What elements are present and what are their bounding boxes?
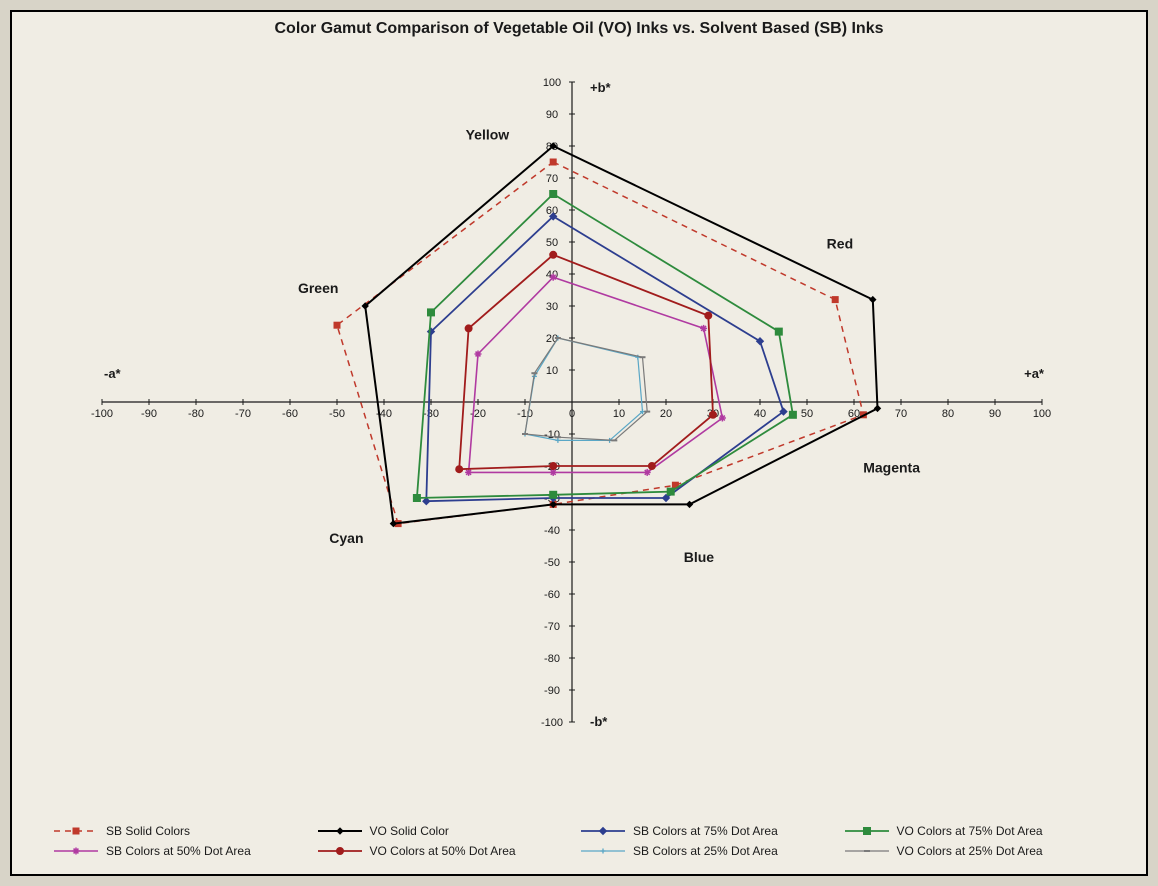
legend-swatch [52,844,100,858]
legend-item: SB Colors at 75% Dot Area [579,824,843,838]
legend-label: VO Colors at 25% Dot Area [897,844,1043,858]
axis-label-pos-b: +b* [590,80,612,95]
axis-label-pos-a: +a* [1024,366,1045,381]
series [362,143,880,527]
chart-title: Color Gamut Comparison of Vegetable Oil … [12,20,1146,38]
legend-label: VO Colors at 50% Dot Area [370,844,516,858]
axis-label-neg-b: -b* [590,714,608,729]
series [465,274,726,476]
legend-swatch [52,824,100,838]
x-tick-label: -10 [517,408,533,420]
region-label: Red [827,235,853,251]
legend-item: VO Solid Color [316,824,580,838]
legend-label: SB Solid Colors [106,824,190,838]
y-tick-label: 90 [546,109,558,121]
y-tick-label: -60 [544,589,560,601]
y-tick-label: 70 [546,173,558,185]
y-tick-label: -50 [544,557,560,569]
legend-item: SB Colors at 50% Dot Area [52,844,316,858]
series [523,336,646,443]
series-polygon [426,216,783,501]
legend-label: VO Colors at 75% Dot Area [897,824,1043,838]
x-tick-label: -90 [141,408,157,420]
legend-swatch [843,824,891,838]
x-tick-label: -60 [282,408,298,420]
plot-svg: -100-90-80-70-60-50-40-30-20-10010203040… [72,52,1072,752]
plot-area: -100-90-80-70-60-50-40-30-20-10010203040… [72,52,1072,752]
x-tick-label: 10 [613,408,625,420]
series-polygon [525,338,647,440]
y-tick-label: 30 [546,301,558,313]
x-tick-label: -100 [91,408,113,420]
x-tick-label: -50 [329,408,345,420]
y-tick-label: -80 [544,653,560,665]
series [456,251,717,472]
region-label: Blue [684,549,715,565]
series-polygon [417,194,793,498]
axis-label-neg-a: -a* [104,366,122,381]
legend-swatch [579,824,627,838]
series-polygon [365,146,877,524]
legend-item: SB Solid Colors [52,824,316,838]
legend-label: VO Solid Color [370,824,449,838]
x-tick-label: -30 [423,408,439,420]
legend-item: VO Colors at 75% Dot Area [843,824,1107,838]
legend-swatch [316,844,364,858]
x-tick-label: 20 [660,408,672,420]
x-tick-label: 90 [989,408,1001,420]
series [413,191,796,502]
x-tick-label: 100 [1033,408,1051,420]
legend-item: VO Colors at 25% Dot Area [843,844,1107,858]
region-label: Yellow [466,127,510,143]
y-tick-label: -70 [544,621,560,633]
x-tick-label: 70 [895,408,907,420]
x-tick-label: 50 [801,408,813,420]
region-label: Cyan [329,530,363,546]
chart-container: Color Gamut Comparison of Vegetable Oil … [10,10,1148,876]
x-tick-label: 0 [569,408,575,420]
x-tick-label: -70 [235,408,251,420]
legend-swatch [316,824,364,838]
legend-swatch [843,844,891,858]
y-tick-label: 50 [546,237,558,249]
series [334,159,866,527]
y-tick-label: 100 [543,77,561,89]
region-label: Green [298,280,338,296]
y-tick-label: -90 [544,685,560,697]
legend-label: SB Colors at 50% Dot Area [106,844,251,858]
region-label: Magenta [863,459,920,475]
x-tick-label: 40 [754,408,766,420]
series [522,338,650,440]
legend: SB Solid Colors VO Solid Color SB Colors a… [52,824,1106,864]
legend-item: SB Colors at 25% Dot Area [579,844,843,858]
series-polygon [459,255,713,469]
y-tick-label: -40 [544,525,560,537]
y-tick-label: -100 [541,717,563,729]
y-tick-label: 10 [546,365,558,377]
legend-label: SB Colors at 75% Dot Area [633,824,778,838]
x-tick-label: -80 [188,408,204,420]
series-polygon [337,162,863,524]
legend-swatch [579,844,627,858]
x-tick-label: 80 [942,408,954,420]
legend-item: VO Colors at 50% Dot Area [316,844,580,858]
legend-label: SB Colors at 25% Dot Area [633,844,778,858]
